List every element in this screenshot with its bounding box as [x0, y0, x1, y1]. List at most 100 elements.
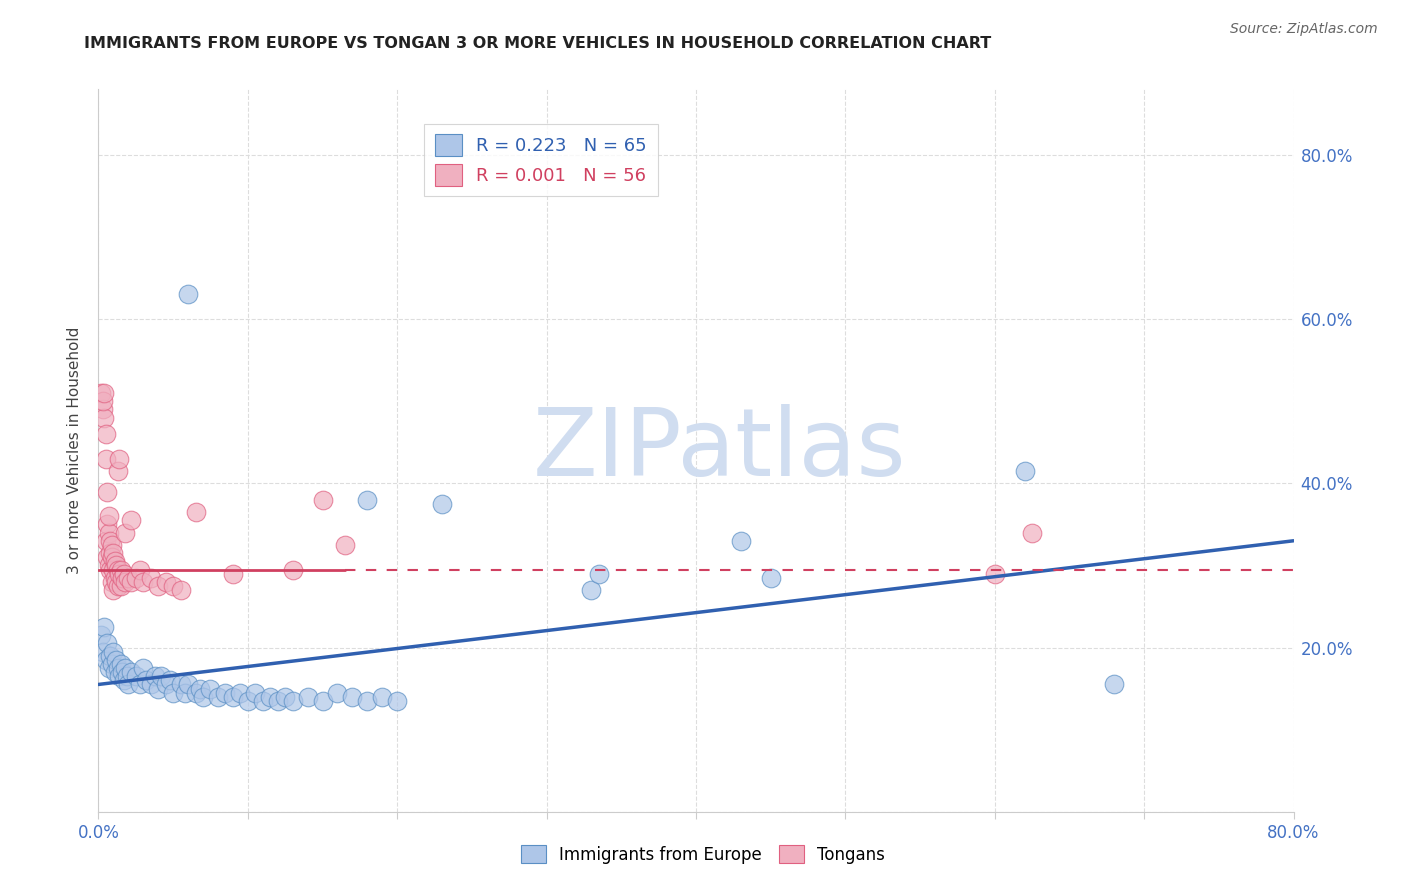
- Point: [93, 410, 115, 425]
- Point: [110, 657, 132, 671]
- Point: [333, 538, 356, 552]
- Point: [371, 690, 394, 704]
- Point: [103, 562, 125, 576]
- Point: [177, 677, 200, 691]
- Point: [759, 571, 782, 585]
- Point: [132, 574, 155, 589]
- Point: [730, 533, 752, 548]
- Text: IMMIGRANTS FROM EUROPE VS TONGAN 3 OR MORE VEHICLES IN HOUSEHOLD CORRELATION CHA: IMMIGRANTS FROM EUROPE VS TONGAN 3 OR MO…: [84, 36, 991, 51]
- Point: [120, 665, 142, 680]
- Point: [97, 525, 120, 540]
- Point: [385, 694, 409, 708]
- Point: [245, 686, 267, 700]
- Y-axis label: 3 or more Vehicles in Household: 3 or more Vehicles in Household: [67, 326, 83, 574]
- Point: [155, 677, 177, 691]
- Point: [105, 558, 128, 573]
- Legend: Immigrants from Europe, Tongans: Immigrants from Europe, Tongans: [515, 838, 891, 871]
- Point: [107, 562, 129, 576]
- Point: [103, 645, 125, 659]
- Point: [135, 673, 157, 688]
- Point: [96, 517, 118, 532]
- Point: [356, 492, 378, 507]
- Point: [214, 686, 236, 700]
- Point: [98, 648, 122, 663]
- Point: [143, 669, 166, 683]
- Point: [207, 690, 229, 704]
- Point: [200, 681, 222, 696]
- Point: [125, 669, 148, 683]
- Point: [281, 694, 304, 708]
- Point: [581, 582, 603, 597]
- Point: [94, 653, 117, 667]
- Point: [94, 451, 117, 466]
- Point: [104, 665, 127, 680]
- Point: [91, 394, 114, 409]
- Point: [174, 686, 197, 700]
- Text: ZIPatlas: ZIPatlas: [533, 404, 907, 497]
- Point: [311, 694, 333, 708]
- Point: [236, 694, 259, 708]
- Point: [169, 677, 191, 691]
- Point: [110, 562, 132, 576]
- Point: [101, 657, 124, 671]
- Point: [229, 686, 252, 700]
- Point: [259, 690, 281, 704]
- Point: [108, 669, 131, 683]
- Point: [150, 669, 173, 683]
- Point: [90, 628, 112, 642]
- Point: [117, 677, 139, 691]
- Point: [984, 566, 1007, 581]
- Point: [129, 562, 152, 576]
- Point: [98, 533, 122, 548]
- Point: [184, 505, 207, 519]
- Point: [1014, 464, 1036, 478]
- Point: [169, 582, 191, 597]
- Point: [114, 661, 136, 675]
- Point: [94, 427, 117, 442]
- Point: [103, 582, 125, 597]
- Point: [96, 484, 118, 499]
- Point: [94, 533, 117, 548]
- Point: [111, 665, 134, 680]
- Point: [132, 661, 155, 675]
- Point: [103, 546, 125, 560]
- Point: [104, 571, 127, 585]
- Point: [159, 673, 181, 688]
- Point: [191, 690, 214, 704]
- Point: [98, 546, 122, 560]
- Point: [430, 497, 453, 511]
- Point: [120, 513, 142, 527]
- Point: [177, 287, 200, 301]
- Point: [162, 579, 184, 593]
- Point: [93, 620, 115, 634]
- Point: [155, 574, 177, 589]
- Point: [115, 669, 138, 683]
- Point: [1104, 677, 1126, 691]
- Point: [101, 538, 124, 552]
- Point: [311, 492, 333, 507]
- Point: [139, 571, 162, 585]
- Point: [222, 690, 245, 704]
- Point: [90, 386, 112, 401]
- Point: [120, 574, 142, 589]
- Point: [101, 550, 124, 565]
- Point: [110, 579, 132, 593]
- Point: [1021, 525, 1043, 540]
- Point: [281, 562, 304, 576]
- Point: [112, 673, 135, 688]
- Point: [148, 579, 170, 593]
- Point: [184, 686, 207, 700]
- Point: [101, 574, 124, 589]
- Point: [114, 574, 136, 589]
- Point: [97, 661, 120, 675]
- Point: [107, 661, 129, 675]
- Point: [105, 574, 128, 589]
- Point: [356, 694, 378, 708]
- Point: [326, 686, 349, 700]
- Point: [297, 690, 319, 704]
- Point: [267, 694, 290, 708]
- Point: [107, 579, 129, 593]
- Point: [188, 681, 211, 696]
- Point: [97, 558, 120, 573]
- Point: [129, 677, 152, 691]
